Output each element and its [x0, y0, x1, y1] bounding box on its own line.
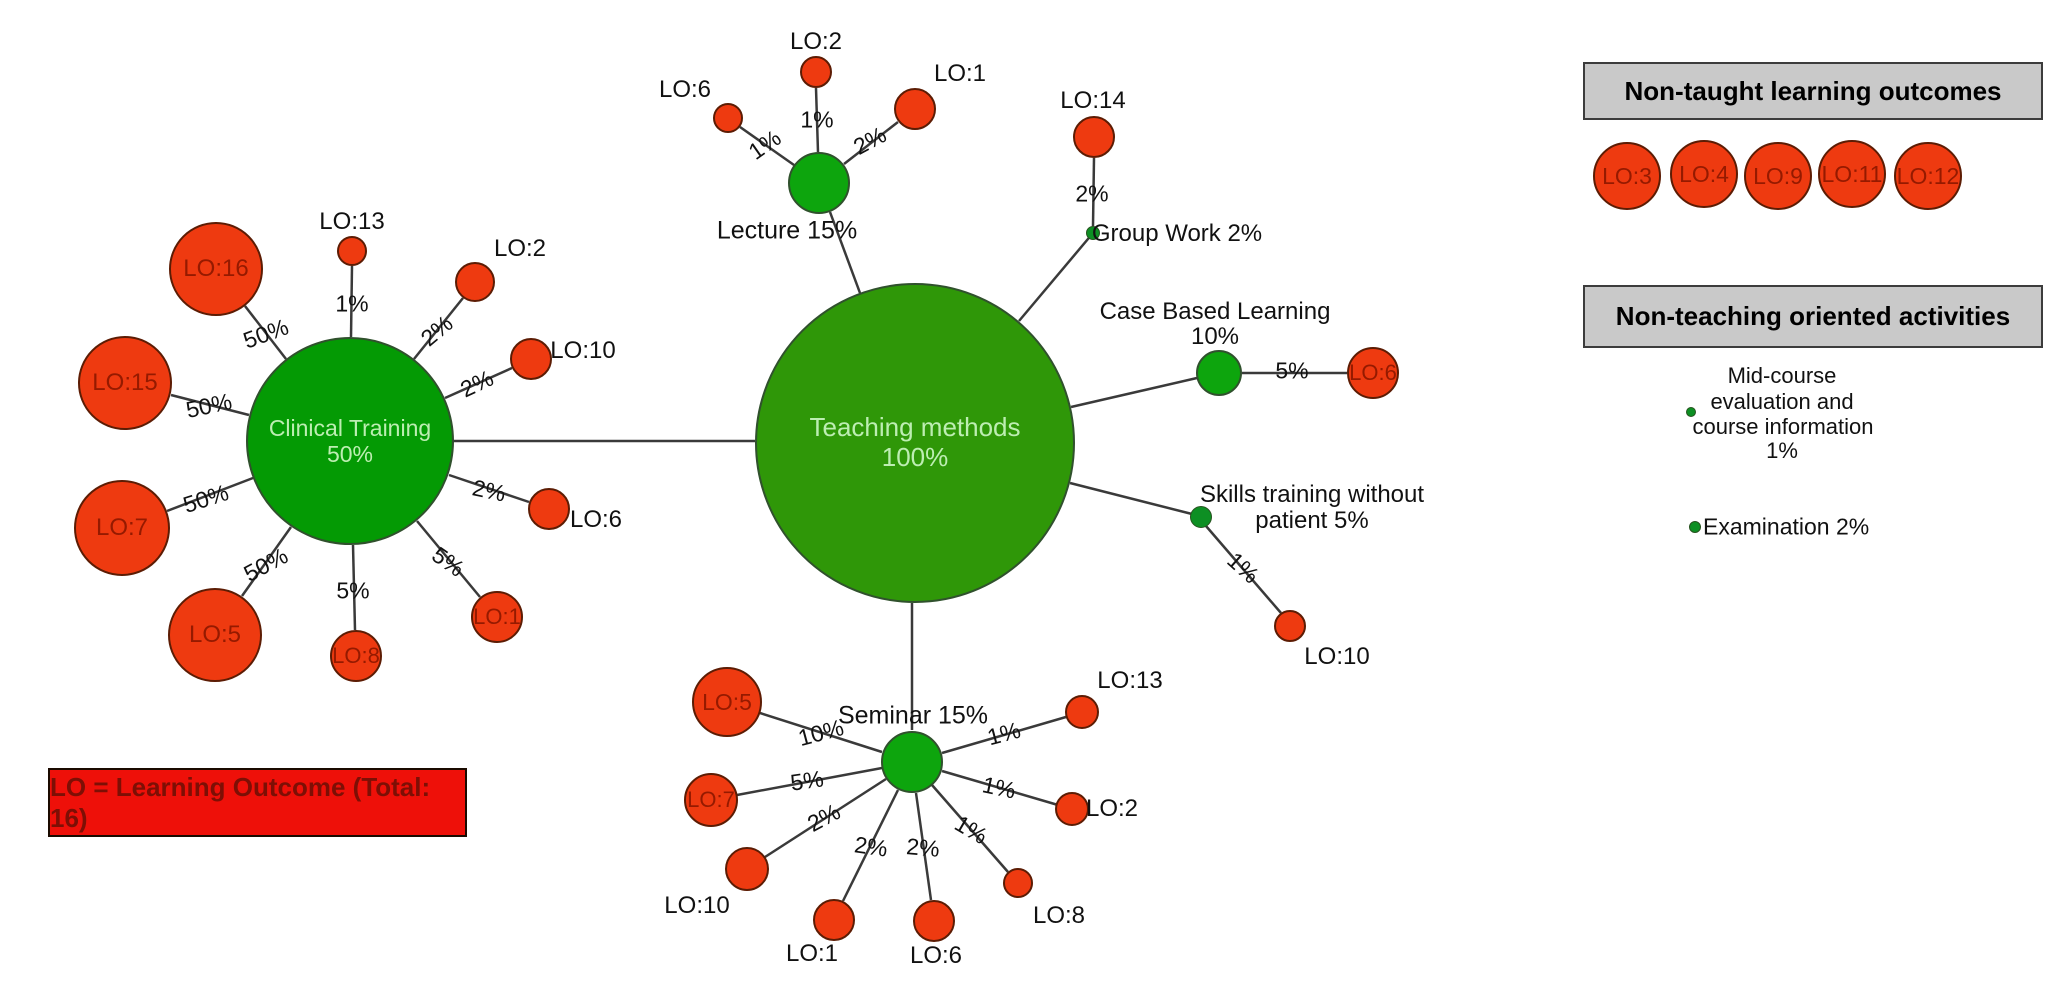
lo-label: LO:16 — [183, 255, 249, 282]
node-clinical-lo8: LO:8 — [330, 630, 382, 682]
node-casebased-lo6: LO:6 — [1347, 347, 1399, 399]
lo-label: LO:1 — [473, 604, 521, 629]
legend-label: LO = Learning Outcome (Total: 16) — [50, 771, 431, 833]
lo-label: LO:9 — [1753, 162, 1803, 189]
edge-pct-groupwork-lo14: 2% — [1075, 180, 1109, 207]
node-seminar-lo6 — [913, 900, 955, 942]
label-clinical-lo10: LO:10 — [550, 337, 616, 364]
node-clinical-lo10 — [510, 338, 552, 380]
panel-non-taught-header: Non-taught learning outcomes — [1583, 62, 2043, 120]
label-lecture-lo2: LO:2 — [789, 28, 843, 55]
node-nontaught-lo9: LO:9 — [1744, 142, 1812, 210]
node-lecture-lo6 — [713, 103, 743, 133]
label-group-work: Group Work 2% — [1091, 220, 1263, 247]
node-seminar-lo8 — [1003, 868, 1033, 898]
label-skills-training-line1: Skills training without — [1199, 481, 1425, 508]
midcourse-dot — [1686, 407, 1696, 417]
label-seminar-lo2: LO:2 — [1085, 795, 1139, 822]
node-clinical-training: Clinical Training 50% — [246, 337, 454, 545]
lo-label: LO:4 — [1679, 160, 1729, 187]
label-seminar-lo10: LO:10 — [664, 892, 730, 919]
label-seminar-lo1: LO:1 — [785, 940, 839, 967]
label-clinical-lo13: LO:13 — [319, 208, 385, 235]
edge-pct-seminar-lo6: 2% — [905, 833, 941, 862]
lo-label: LO:8 — [332, 643, 380, 668]
node-lecture-lo2 — [800, 56, 832, 88]
panel-non-teaching-title: Non-teaching oriented activities — [1615, 301, 2011, 331]
label-groupwork-lo14: LO:14 — [1060, 87, 1126, 114]
lo-label: LO:15 — [92, 369, 158, 396]
lo-label: LO:7 — [95, 514, 149, 541]
edge-pct-clinical-lo13: 1% — [335, 290, 369, 317]
node-clinical-lo16: LO:16 — [169, 222, 263, 316]
node-clinical-lo1: LO:1 — [471, 591, 523, 643]
node-seminar-lo2 — [1055, 792, 1089, 826]
edge-pct-casebased-lo6: 5% — [1275, 357, 1309, 384]
node-clinical-lo6 — [528, 488, 570, 530]
clinical-training-label: Clinical Training 50% — [268, 414, 432, 467]
node-skills-lo10 — [1274, 610, 1306, 642]
node-clinical-lo7: LO:7 — [74, 480, 170, 576]
label-seminar-lo8: LO:8 — [1032, 902, 1086, 929]
node-seminar — [881, 731, 943, 793]
label-skills-training-line2: patient 5% — [1255, 507, 1369, 534]
node-nontaught-lo3: LO:3 — [1593, 142, 1661, 210]
edge-pct-seminar-lo7: 5% — [788, 765, 826, 796]
label-skills-lo10: LO:10 — [1304, 643, 1370, 670]
node-seminar-lo7: LO:7 — [684, 773, 738, 827]
node-lecture — [788, 152, 850, 214]
node-clinical-lo5: LO:5 — [168, 588, 262, 682]
lo-label: LO:6 — [1349, 360, 1397, 385]
label-clinical-lo2: LO:2 — [493, 235, 547, 262]
node-nontaught-lo4: LO:4 — [1670, 140, 1738, 208]
lo-label: LO:5 — [702, 688, 752, 715]
lo-label: LO:3 — [1602, 162, 1652, 189]
examination-label: Examination 2% — [1703, 513, 1870, 540]
edge-pct-seminar-lo1: 2% — [852, 831, 890, 862]
lo-label: LO:5 — [188, 621, 242, 648]
label-clinical-lo6: LO:6 — [569, 506, 623, 533]
label-lecture-lo6: LO:6 — [658, 76, 712, 103]
label-case-based-learning: Case Based Learning — [1099, 298, 1331, 325]
node-lecture-lo1 — [894, 88, 936, 130]
panel-non-taught-title: Non-taught learning outcomes — [1624, 75, 2002, 106]
label-seminar: Seminar 15% — [837, 701, 989, 730]
label-lecture-lo1: LO:1 — [933, 60, 987, 87]
node-nontaught-lo12: LO:12 — [1894, 142, 1962, 210]
midcourse-line2: evaluation and — [1710, 389, 1854, 414]
node-clinical-lo13 — [337, 236, 367, 266]
node-seminar-lo1 — [813, 899, 855, 941]
node-groupwork-lo14 — [1073, 116, 1115, 158]
lo-label: LO:12 — [1896, 162, 1960, 189]
label-seminar-lo6: LO:6 — [909, 942, 963, 969]
midcourse-line3: course information — [1692, 414, 1874, 439]
node-seminar-lo10 — [725, 847, 769, 891]
node-nontaught-lo11: LO:11 — [1818, 140, 1886, 208]
panel-non-teaching-header: Non-teaching oriented activities — [1583, 285, 2043, 348]
lo-label: LO:11 — [1821, 160, 1883, 187]
examination-dot — [1689, 521, 1701, 533]
node-seminar-lo5: LO:5 — [692, 667, 762, 737]
lo-label: LO:7 — [687, 787, 735, 812]
legend-box: LO = Learning Outcome (Total: 16) — [48, 768, 467, 837]
midcourse-line4: 1% — [1766, 438, 1798, 463]
label-lecture: Lecture 15% — [716, 216, 858, 245]
node-seminar-lo13 — [1065, 695, 1099, 729]
node-group-work — [1086, 226, 1100, 240]
node-teaching-methods: Teaching methods 100% — [755, 283, 1075, 603]
node-skills-training — [1190, 506, 1212, 528]
node-clinical-lo15: LO:15 — [78, 336, 172, 430]
label-seminar-lo13: LO:13 — [1097, 667, 1163, 694]
edge-pct-lecture-lo2: 1% — [800, 106, 834, 133]
label-case-based-pct: 10% — [1190, 323, 1240, 350]
midcourse-line1: Mid-course — [1727, 363, 1837, 388]
teaching-methods-label: Teaching methods 100% — [809, 412, 1021, 472]
node-clinical-lo2 — [455, 262, 495, 302]
edge-pct-clinical-lo8: 5% — [336, 577, 370, 604]
node-case-based-learning — [1196, 350, 1242, 396]
